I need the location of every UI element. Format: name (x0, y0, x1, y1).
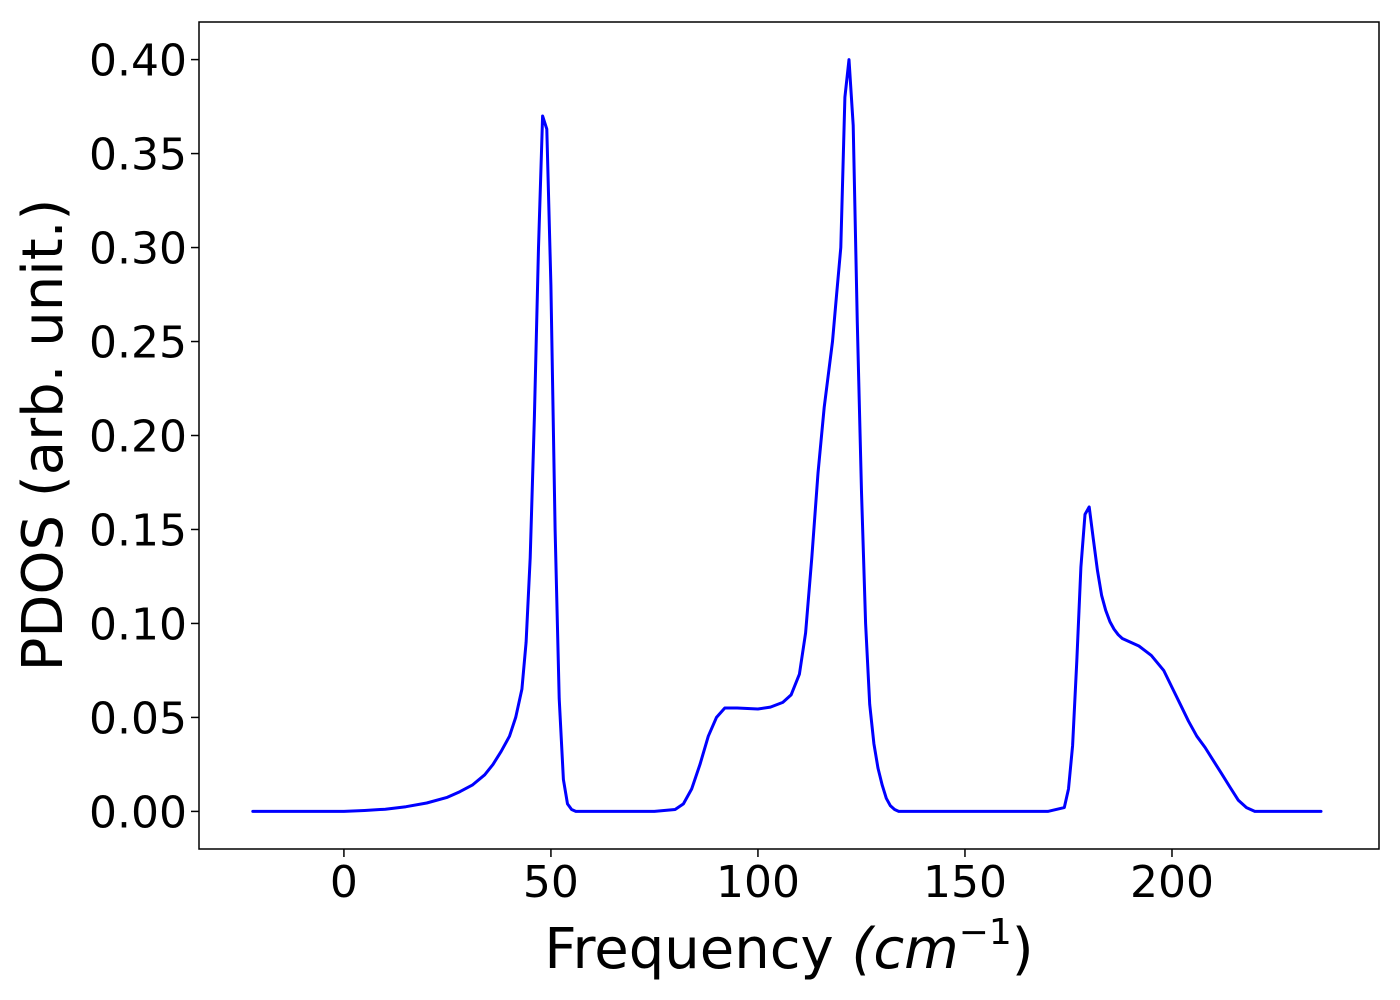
x-axis-label: Frequency (cm−1) (544, 912, 1033, 982)
plot-area-frame (198, 21, 1380, 850)
x-tick-label: 50 (523, 857, 579, 908)
pdos-series-line (251, 58, 1323, 813)
y-tick-label: 0.00 (89, 787, 187, 838)
y-tick-label: 0.05 (89, 693, 187, 744)
x-axis-ticks: 0 50 100 150 200 (330, 849, 1214, 908)
y-tick-label: 0.40 (89, 36, 187, 87)
x-tick-label: 150 (923, 857, 1007, 908)
y-axis-ticks: 0.00 0.05 0.10 0.15 0.20 0.25 0.30 0.35 0.40 (89, 36, 199, 838)
y-tick-label: 0.35 (89, 130, 187, 181)
y-axis-label: PDOS (arb. unit.) (11, 199, 76, 672)
y-tick-label: 0.10 (89, 599, 187, 650)
y-tick-label: 0.15 (89, 505, 187, 556)
x-tick-label: 200 (1130, 857, 1214, 908)
x-tick-label: 100 (716, 857, 800, 908)
y-tick-label: 0.20 (89, 412, 187, 463)
x-tick-label: 0 (330, 857, 358, 908)
y-tick-label: 0.25 (89, 318, 187, 369)
y-tick-label: 0.30 (89, 224, 187, 275)
